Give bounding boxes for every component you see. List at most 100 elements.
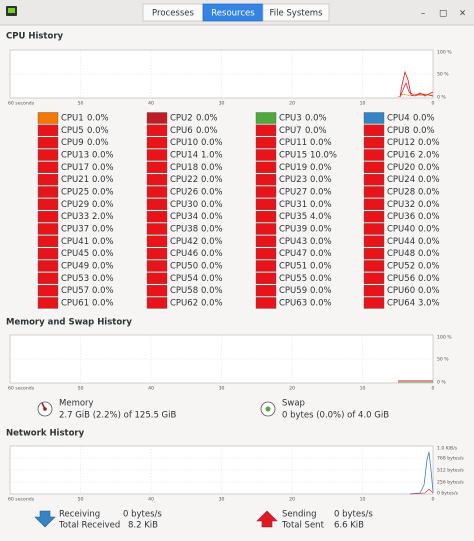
cpu-color-swatch[interactable] — [146, 124, 168, 137]
cpu-color-swatch[interactable] — [363, 173, 385, 186]
tab-label[interactable]: Resources — [211, 9, 255, 19]
cpu-usage: 0.0% — [418, 175, 440, 185]
cpu-color-swatch[interactable] — [363, 247, 385, 260]
cpu-color-swatch[interactable] — [37, 149, 59, 161]
cpu-color-swatch[interactable] — [363, 136, 385, 149]
cpu-color-swatch[interactable] — [37, 223, 59, 235]
cpu-color-swatch[interactable] — [37, 112, 59, 124]
y-axis-label: 50 % — [437, 72, 449, 78]
cpu-color-swatch[interactable] — [255, 173, 277, 186]
cpu-name: CPU22 — [170, 175, 198, 185]
cpu-color-swatch[interactable] — [255, 124, 277, 137]
x-axis-label: 50 — [78, 386, 84, 392]
cpu-color-swatch[interactable] — [146, 161, 168, 174]
cpu-color-swatch[interactable] — [37, 272, 59, 284]
cpu-color-swatch[interactable] — [146, 136, 168, 149]
cpu-name: CPU21 — [61, 175, 89, 185]
cpu-name: CPU46 — [170, 249, 198, 259]
cpu-color-swatch[interactable] — [363, 272, 385, 284]
tab-label[interactable]: File Systems — [269, 9, 323, 19]
cpu-color-swatch[interactable] — [146, 247, 168, 260]
maximize-button[interactable]: □ — [439, 9, 447, 19]
cpu-color-swatch[interactable] — [363, 149, 385, 161]
cpu-color-swatch[interactable] — [37, 186, 59, 198]
cpu-usage: 0.0% — [418, 138, 440, 148]
cpu-color-swatch[interactable] — [255, 235, 277, 248]
cpu-name: CPU8 — [387, 126, 410, 136]
cpu-color-swatch[interactable] — [146, 284, 168, 297]
cpu-usage: 0.0% — [418, 163, 440, 173]
cpu-color-swatch[interactable] — [146, 198, 168, 211]
sending-history-line — [409, 488, 434, 495]
cpu-color-swatch[interactable] — [255, 223, 277, 235]
cpu-color-swatch[interactable] — [37, 198, 59, 211]
cpu-color-swatch[interactable] — [363, 161, 385, 174]
cpu-color-swatch[interactable] — [363, 297, 385, 309]
y-axis-label: 100 % — [437, 50, 452, 56]
cpu-color-swatch[interactable] — [37, 136, 59, 149]
cpu-color-swatch[interactable] — [363, 235, 385, 248]
cpu-color-swatch[interactable] — [37, 247, 59, 260]
cpu-color-swatch[interactable] — [146, 260, 168, 272]
tab-bar: Processes Resources File Systems — [142, 3, 330, 22]
cpu-color-swatch[interactable] — [146, 223, 168, 235]
cpu-color-swatch[interactable] — [37, 161, 59, 174]
cpu-color-swatch[interactable] — [255, 161, 277, 174]
cpu-color-swatch[interactable] — [363, 223, 385, 235]
cpu-color-swatch[interactable] — [255, 198, 277, 211]
cpu-color-swatch[interactable] — [363, 112, 385, 124]
cpu-color-swatch[interactable] — [363, 284, 385, 297]
cpu-color-swatch[interactable] — [255, 136, 277, 149]
cpu-color-swatch[interactable] — [363, 210, 385, 223]
cpu-color-swatch[interactable] — [255, 272, 277, 284]
cpu-color-swatch[interactable] — [363, 260, 385, 272]
cpu-color-swatch[interactable] — [146, 297, 168, 309]
cpu-usage: 0.0% — [92, 249, 114, 259]
cpu-color-swatch[interactable] — [255, 210, 277, 223]
cpu-color-swatch[interactable] — [37, 235, 59, 248]
cpu-color-swatch[interactable] — [37, 124, 59, 137]
cpu-usage: 0.0% — [196, 114, 218, 124]
cpu-name: CPU34 — [170, 212, 198, 222]
cpu-color-swatch[interactable] — [37, 210, 59, 223]
cpu-name: CPU26 — [170, 187, 198, 197]
minimize-button[interactable]: – — [421, 9, 425, 19]
cpu-color-swatch[interactable] — [363, 198, 385, 211]
app-icon-screen — [8, 8, 15, 13]
cpu-color-swatch[interactable] — [146, 173, 168, 186]
section-title: Memory and Swap History — [6, 318, 132, 328]
cpu-color-swatch[interactable] — [255, 284, 277, 297]
cpu-usage: 0.0% — [310, 200, 332, 210]
cpu-name: CPU25 — [61, 187, 89, 197]
cpu-color-swatch[interactable] — [146, 272, 168, 284]
cpu-name: CPU18 — [170, 163, 198, 173]
cpu-usage: 0.0% — [413, 126, 435, 136]
cpu-color-swatch[interactable] — [146, 149, 168, 161]
cpu-color-swatch[interactable] — [146, 112, 168, 124]
cpu-color-swatch[interactable] — [37, 297, 59, 309]
tab-label[interactable]: Processes — [152, 9, 194, 19]
cpu-color-swatch[interactable] — [255, 260, 277, 272]
cpu-usage: 0.0% — [201, 138, 223, 148]
cpu-color-swatch[interactable] — [146, 235, 168, 248]
cpu-color-swatch[interactable] — [255, 149, 277, 161]
close-button[interactable]: × — [459, 9, 466, 19]
cpu-color-swatch[interactable] — [255, 247, 277, 260]
cpu-name: CPU4 — [387, 114, 410, 124]
cpu-name: CPU13 — [61, 150, 89, 160]
cpu-color-swatch[interactable] — [255, 112, 277, 124]
cpu-color-swatch[interactable] — [37, 284, 59, 297]
cpu-usage: 0.0% — [413, 114, 435, 124]
cpu-color-swatch[interactable] — [146, 186, 168, 198]
cpu-name: CPU42 — [170, 237, 198, 247]
cpu-color-swatch[interactable] — [363, 124, 385, 137]
cpu-color-swatch[interactable] — [255, 297, 277, 309]
cpu-color-swatch[interactable] — [363, 186, 385, 198]
cpu-color-swatch[interactable] — [146, 210, 168, 223]
cpu-color-swatch[interactable] — [255, 186, 277, 198]
tab[interactable] — [262, 3, 330, 22]
cpu-usage: 0.0% — [310, 249, 332, 259]
cpu-color-swatch[interactable] — [37, 173, 59, 186]
cpu-color-swatch[interactable] — [37, 260, 59, 272]
